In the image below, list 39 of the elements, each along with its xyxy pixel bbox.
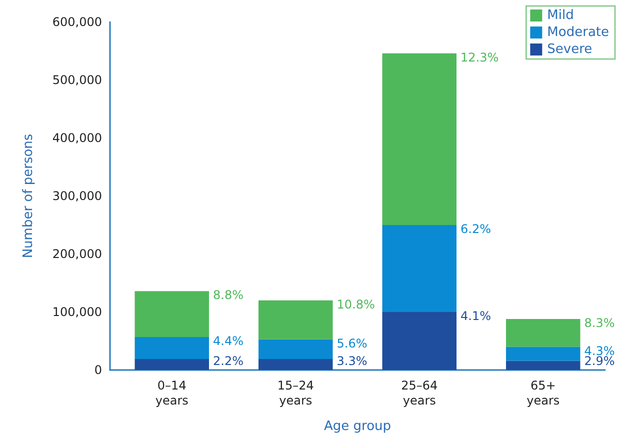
bar xyxy=(258,358,333,370)
bar xyxy=(382,53,456,225)
annotation: 6.2% xyxy=(460,222,491,236)
annotation: 8.3% xyxy=(584,316,615,330)
bar xyxy=(258,339,333,359)
legend-label: Severe xyxy=(547,42,592,57)
annotation: 4.1% xyxy=(460,309,491,323)
annotation: 3.3% xyxy=(336,354,368,368)
y-axis-title: Number of persons xyxy=(21,134,36,258)
legend-label: Mild xyxy=(547,8,574,23)
x-axis-title: Age group xyxy=(324,419,392,434)
legend-label: Moderate xyxy=(547,25,609,40)
bar xyxy=(506,360,580,370)
bar xyxy=(506,346,580,361)
bar xyxy=(382,225,456,312)
annotation: 10.8% xyxy=(336,297,375,312)
annotation: 12.3% xyxy=(460,50,499,64)
annotation: 2.9% xyxy=(584,354,615,368)
annotation: 4.4% xyxy=(213,334,244,348)
x-tick-label: 25–64 years xyxy=(401,378,438,408)
y-tick-label: 200,000 xyxy=(52,247,102,261)
annotation: 2.2% xyxy=(213,354,244,368)
bar xyxy=(258,300,333,340)
bar xyxy=(506,318,580,347)
y-tick-label: 0 xyxy=(94,363,102,377)
y-tick-label: 600,000 xyxy=(52,15,102,29)
annotation: 5.6% xyxy=(336,336,368,350)
y-tick-label: 100,000 xyxy=(52,305,102,319)
bar xyxy=(134,291,209,337)
x-tick-label: 65+ years xyxy=(526,378,560,408)
x-tick-label: 0–14 years xyxy=(155,378,188,408)
y-tick-label: 400,000 xyxy=(52,131,102,145)
bar xyxy=(382,312,456,370)
x-tick-label: 15–24 years xyxy=(277,378,314,408)
y-tick-label: 300,000 xyxy=(52,189,102,203)
bar xyxy=(134,336,209,359)
annotation: 8.8% xyxy=(213,288,244,302)
bar xyxy=(134,358,209,370)
y-tick-label: 500,000 xyxy=(52,73,102,87)
